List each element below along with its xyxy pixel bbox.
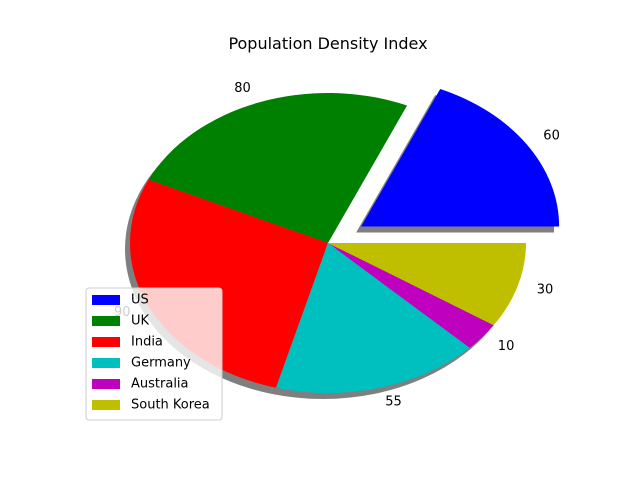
legend-swatch-us [92,295,120,305]
pie-slice-germany [275,243,470,394]
legend-swatch-australia [92,379,120,389]
pie-slice-south-korea [328,243,526,326]
pie-label-uk: 80 [234,81,251,96]
chart-title: Population Density Index [228,34,427,53]
pie-slice-uk [148,93,408,243]
legend-swatch-south-korea [92,400,120,410]
pie-slice-us [361,89,560,227]
legend: US UK India Germany Australia South Korea [85,287,223,421]
legend-label-south-korea: South Korea [131,398,210,413]
legend-label-australia: Australia [131,377,189,392]
legend-swatch-uk [92,316,120,326]
legend-label-us: US [131,293,149,308]
pie-label-germany: 55 [385,395,402,410]
pie-label-south-korea: 30 [537,283,554,298]
legend-swatch-india [92,337,120,347]
legend-label-uk: UK [131,314,150,329]
pie-label-us: 60 [543,129,560,144]
legend-label-germany: Germany [131,356,191,371]
pie-label-australia: 10 [498,339,515,354]
legend-label-india: India [131,335,163,350]
pie-slice-australia [328,243,494,348]
legend-swatch-germany [92,358,120,368]
